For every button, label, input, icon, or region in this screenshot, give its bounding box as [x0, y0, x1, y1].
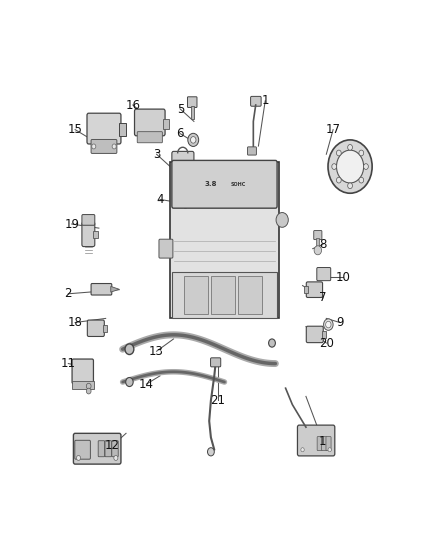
Circle shape: [181, 200, 190, 211]
Text: 5: 5: [177, 103, 184, 116]
Text: 18: 18: [68, 316, 82, 329]
Text: 20: 20: [319, 336, 334, 350]
FancyBboxPatch shape: [74, 433, 121, 464]
Bar: [191, 106, 194, 119]
Circle shape: [208, 448, 214, 456]
Text: 9: 9: [336, 316, 344, 329]
Circle shape: [188, 133, 199, 147]
Circle shape: [348, 183, 353, 189]
Circle shape: [276, 213, 288, 227]
FancyBboxPatch shape: [87, 320, 104, 336]
Circle shape: [364, 164, 368, 169]
Bar: [322, 331, 326, 338]
Bar: [103, 325, 107, 332]
FancyBboxPatch shape: [317, 268, 331, 281]
Circle shape: [301, 448, 304, 452]
FancyBboxPatch shape: [98, 441, 105, 457]
FancyBboxPatch shape: [91, 284, 112, 295]
Text: 3.8: 3.8: [205, 181, 217, 187]
FancyBboxPatch shape: [134, 109, 165, 136]
Text: 14: 14: [139, 377, 154, 391]
Circle shape: [179, 169, 187, 179]
Bar: [238, 276, 262, 314]
FancyBboxPatch shape: [172, 160, 277, 208]
Text: 13: 13: [149, 345, 164, 358]
Circle shape: [359, 150, 364, 156]
Circle shape: [86, 383, 91, 389]
Text: 17: 17: [325, 123, 341, 136]
FancyBboxPatch shape: [297, 425, 335, 456]
Text: 2: 2: [64, 287, 72, 300]
Circle shape: [332, 164, 336, 169]
Text: 15: 15: [68, 123, 82, 136]
FancyBboxPatch shape: [87, 113, 121, 144]
Text: 21: 21: [210, 394, 225, 407]
Bar: [317, 238, 319, 249]
FancyBboxPatch shape: [75, 440, 90, 459]
Circle shape: [324, 319, 333, 330]
Bar: [172, 272, 277, 318]
FancyBboxPatch shape: [211, 358, 221, 367]
FancyBboxPatch shape: [172, 151, 194, 173]
Text: 8: 8: [319, 238, 327, 251]
FancyBboxPatch shape: [247, 147, 256, 155]
Bar: [184, 276, 208, 314]
Bar: [163, 118, 170, 129]
FancyBboxPatch shape: [317, 437, 322, 450]
FancyBboxPatch shape: [314, 231, 322, 240]
FancyBboxPatch shape: [82, 215, 95, 225]
FancyBboxPatch shape: [306, 326, 323, 343]
FancyBboxPatch shape: [251, 96, 261, 106]
Circle shape: [77, 456, 81, 461]
Bar: [119, 124, 126, 136]
Circle shape: [112, 144, 116, 149]
FancyBboxPatch shape: [306, 282, 322, 297]
Circle shape: [336, 150, 341, 156]
FancyBboxPatch shape: [321, 437, 327, 450]
Circle shape: [314, 246, 321, 255]
FancyBboxPatch shape: [105, 441, 111, 457]
FancyBboxPatch shape: [170, 163, 279, 318]
Bar: [304, 286, 308, 293]
Text: 1: 1: [319, 435, 327, 448]
Circle shape: [268, 339, 276, 347]
Text: 19: 19: [64, 217, 79, 230]
Circle shape: [183, 203, 188, 208]
Text: 12: 12: [105, 439, 120, 452]
Circle shape: [348, 144, 353, 150]
Text: 7: 7: [319, 292, 327, 304]
Circle shape: [86, 388, 91, 394]
Text: SOHC: SOHC: [230, 182, 246, 187]
Text: 16: 16: [125, 99, 140, 111]
Text: 3: 3: [153, 148, 160, 161]
Text: 11: 11: [61, 357, 76, 370]
FancyBboxPatch shape: [326, 437, 331, 450]
FancyBboxPatch shape: [82, 222, 95, 247]
Circle shape: [336, 177, 341, 183]
Circle shape: [191, 136, 196, 143]
Circle shape: [126, 377, 133, 386]
FancyBboxPatch shape: [72, 359, 93, 384]
Text: 10: 10: [336, 271, 351, 284]
Bar: [93, 231, 98, 238]
Circle shape: [328, 448, 332, 452]
Bar: [211, 276, 235, 314]
Circle shape: [328, 140, 372, 193]
Circle shape: [92, 144, 96, 149]
FancyBboxPatch shape: [187, 97, 197, 108]
Polygon shape: [111, 286, 119, 292]
FancyBboxPatch shape: [91, 140, 117, 154]
Text: 6: 6: [177, 127, 184, 140]
FancyBboxPatch shape: [159, 239, 173, 258]
Circle shape: [359, 177, 364, 183]
Circle shape: [336, 150, 364, 183]
Circle shape: [114, 456, 118, 461]
FancyBboxPatch shape: [112, 441, 118, 457]
Text: 1: 1: [261, 94, 269, 107]
FancyBboxPatch shape: [137, 132, 162, 143]
Text: 4: 4: [156, 193, 164, 206]
Circle shape: [125, 344, 134, 354]
Circle shape: [325, 321, 331, 328]
Bar: [72, 381, 94, 390]
